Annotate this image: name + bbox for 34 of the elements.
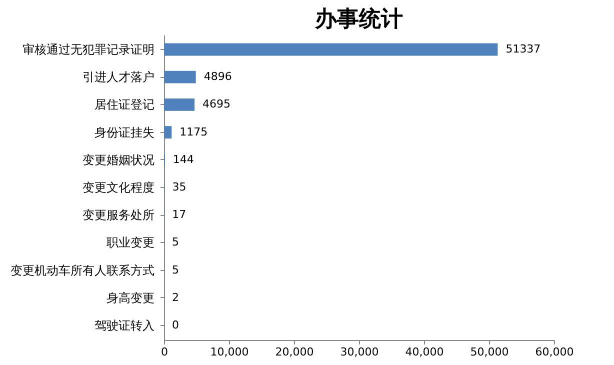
y-tick-label: 审核通过无犯罪记录证明 (22, 42, 154, 56)
x-tick-label: 50,000 (470, 346, 509, 358)
y-tick-label: 居住证登记 (94, 98, 154, 112)
y-tick-label: 身份证挂失 (94, 125, 154, 140)
bar (164, 126, 172, 139)
y-tick-label: 身高变更 (106, 290, 154, 305)
data-label: 144 (172, 152, 194, 166)
chart-title: 办事统计 (314, 6, 403, 32)
x-tick-label: 0 (161, 346, 168, 358)
y-tick-label: 变更机动车所有人联系方式 (10, 263, 154, 278)
data-label: 51337 (506, 42, 541, 56)
data-label: 35 (172, 180, 186, 194)
y-tick-label: 变更文化程度 (82, 180, 154, 194)
data-label: 4896 (204, 70, 232, 84)
data-label: 4695 (202, 98, 231, 111)
y-tick-label: 驾驶证转入 (94, 318, 154, 333)
x-tick-label: 40,000 (405, 346, 444, 358)
bar (164, 70, 196, 84)
bar (164, 43, 498, 56)
x-tick-label: 20,000 (275, 346, 314, 358)
y-tick-label: 变更服务处所 (82, 208, 154, 222)
bar (164, 98, 195, 111)
y-tick-label: 职业变更 (106, 236, 154, 250)
data-label: 5 (172, 236, 180, 249)
data-label: 17 (172, 208, 186, 222)
data-label: 0 (172, 318, 179, 332)
data-label: 2 (172, 290, 180, 304)
x-tick-label: 10,000 (210, 346, 249, 358)
data-label: 1175 (180, 125, 208, 138)
x-tick-label: 30,000 (340, 346, 379, 358)
data-label: 5 (172, 263, 180, 276)
x-tick-label: 60,000 (535, 346, 574, 358)
y-tick-label: 变更婚姻状况 (82, 152, 154, 167)
y-tick-label: 引进人才落户 (82, 70, 154, 84)
